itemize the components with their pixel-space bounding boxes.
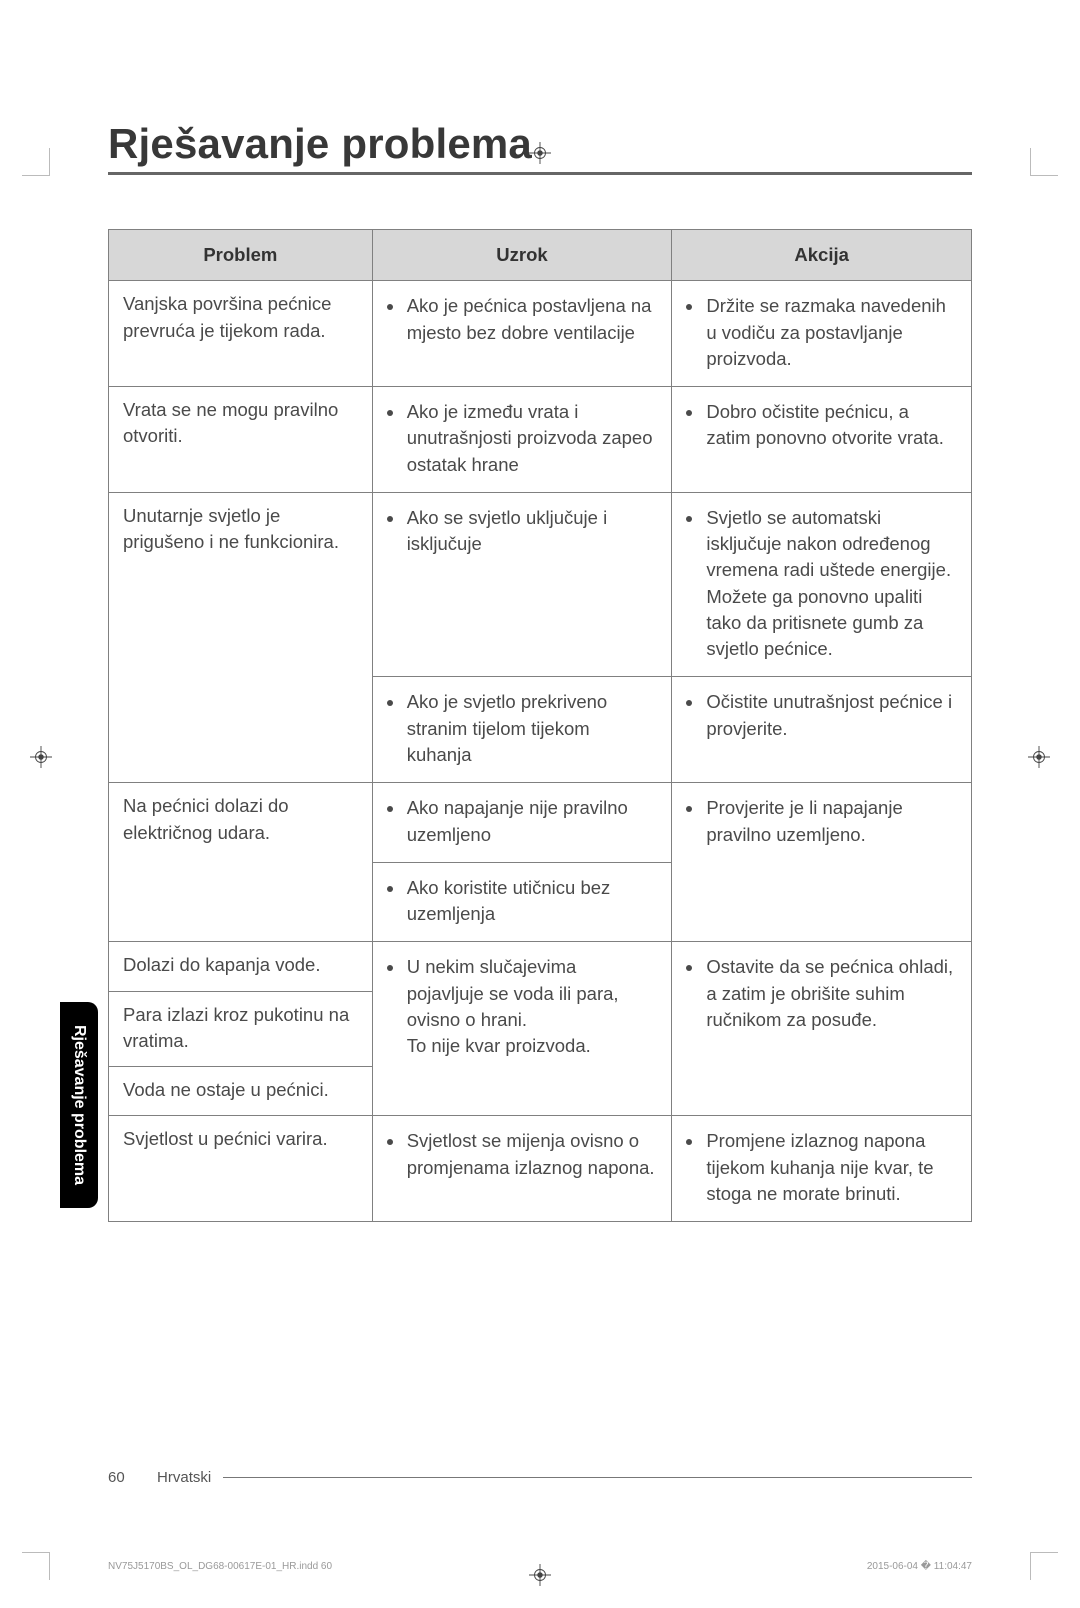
header-action: Akcija xyxy=(672,230,972,281)
registration-mark-icon xyxy=(529,142,551,164)
crop-mark-bottom-right xyxy=(1030,1552,1058,1580)
table-row: Vrata se ne mogu pravilno otvoriti. Ako … xyxy=(109,387,972,493)
page-footer: 60 Hrvatski xyxy=(108,1469,972,1486)
crop-mark-top-left xyxy=(22,148,50,176)
table-row: Unutarnje svjetlo je prigušeno i ne funk… xyxy=(109,492,972,677)
cell-cause: Ako koristite utičnicu bez uzemljenja xyxy=(372,862,672,942)
cell-cause: Ako se svjetlo uključuje i isključuje xyxy=(372,492,672,677)
header-cause: Uzrok xyxy=(372,230,672,281)
cell-problem: Vanjska površina pećnice prevruća je tij… xyxy=(109,281,373,387)
registration-mark-icon xyxy=(30,746,52,768)
print-metadata: NV75J5170BS_OL_DG68-00617E-01_HR.indd 60… xyxy=(108,1561,972,1572)
print-meta-left: NV75J5170BS_OL_DG68-00617E-01_HR.indd 60 xyxy=(108,1561,332,1572)
crop-mark-top-right xyxy=(1030,148,1058,176)
footer-language: Hrvatski xyxy=(157,1469,211,1486)
table-row: Na pećnici dolazi do električnog udara. … xyxy=(109,783,972,863)
cell-action: Provjerite je li napajanje pravilno uzem… xyxy=(672,783,972,942)
cell-cause: Ako napajanje nije pravilno uzemljeno xyxy=(372,783,672,863)
cell-problem: Voda ne ostaje u pećnici. xyxy=(109,1067,373,1116)
side-tab-label: Rješavanje problema xyxy=(70,1025,88,1185)
cell-cause: Ako je svjetlo prekriveno stranim tijelo… xyxy=(372,677,672,783)
cell-cause: U nekim slučajevima pojavljuje se voda i… xyxy=(372,942,672,1116)
cell-action: Svjetlo se automatski isključuje nakon o… xyxy=(672,492,972,677)
table-row: Svjetlost u pećnici varira. Svjetlost se… xyxy=(109,1116,972,1222)
footer-page-number: 60 xyxy=(108,1469,125,1486)
cell-problem: Svjetlost u pećnici varira. xyxy=(109,1116,373,1222)
cell-action: Promjene izlaznog napona tijekom kuhanja… xyxy=(672,1116,972,1222)
cell-cause: Ako je između vrata i unutrašnjosti proi… xyxy=(372,387,672,493)
cell-problem: Unutarnje svjetlo je prigušeno i ne funk… xyxy=(109,492,373,782)
cell-action: Držite se razmaka navedenih u vodiču za … xyxy=(672,281,972,387)
footer-rule xyxy=(223,1477,972,1478)
registration-mark-icon xyxy=(1028,746,1050,768)
print-meta-right: 2015-06-04 � 11:04:47 xyxy=(867,1561,972,1572)
section-side-tab: Rješavanje problema xyxy=(60,1002,98,1208)
troubleshooting-table: Problem Uzrok Akcija Vanjska površina pe… xyxy=(108,229,972,1222)
cell-action: Ostavite da se pećnica ohladi, a zatim j… xyxy=(672,942,972,1116)
cell-problem: Vrata se ne mogu pravilno otvoriti. xyxy=(109,387,373,493)
crop-mark-bottom-left xyxy=(22,1552,50,1580)
cell-cause: Ako je pećnica postavljena na mjesto bez… xyxy=(372,281,672,387)
cell-cause: Svjetlost se mijenja ovisno o promjenama… xyxy=(372,1116,672,1222)
cell-problem: Dolazi do kapanja vode. xyxy=(109,942,373,991)
cell-action: Dobro očistite pećnicu, a zatim ponovno … xyxy=(672,387,972,493)
cell-action: Očistite unutrašnjost pećnice i provjeri… xyxy=(672,677,972,783)
cell-problem: Na pećnici dolazi do električnog udara. xyxy=(109,783,373,942)
table-row: Vanjska površina pećnice prevruća je tij… xyxy=(109,281,972,387)
table-row: Dolazi do kapanja vode. U nekim slučajev… xyxy=(109,942,972,991)
header-problem: Problem xyxy=(109,230,373,281)
table-header-row: Problem Uzrok Akcija xyxy=(109,230,972,281)
cell-problem: Para izlazi kroz pukotinu na vratima. xyxy=(109,991,373,1067)
